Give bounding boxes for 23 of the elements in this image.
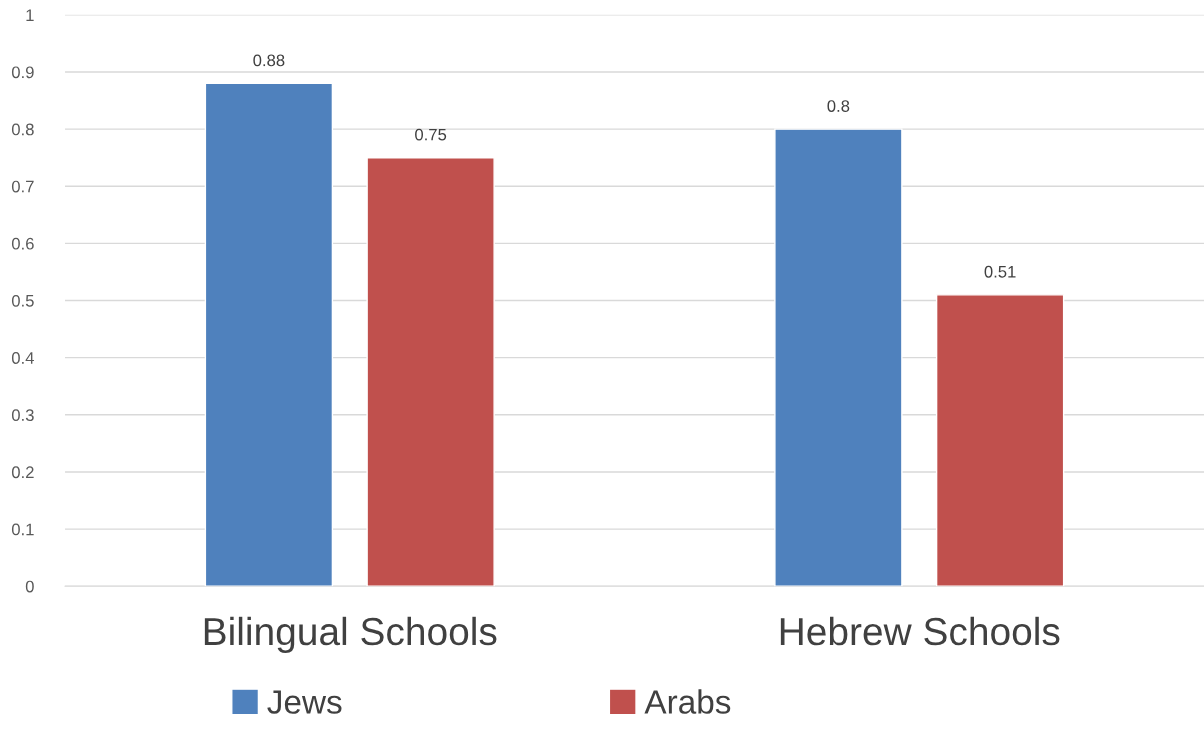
legend-label: Jews <box>267 690 342 714</box>
data-label: 0.75 <box>415 128 447 141</box>
y-tick-label: 0.8 <box>11 123 34 136</box>
y-tick-label: 0.6 <box>11 237 34 250</box>
bar <box>204 82 334 587</box>
data-label: 0.88 <box>253 54 285 67</box>
data-label: 0.51 <box>984 265 1016 278</box>
legend-label: Arabs <box>644 689 731 714</box>
bar <box>774 128 903 587</box>
y-tick-label: 0.9 <box>11 66 34 79</box>
x-tick-label: Bilingual Schools <box>204 616 497 654</box>
y-tick-label: 0.1 <box>11 523 34 536</box>
x-tick-label: Hebrew Schools <box>780 616 1060 646</box>
data-label: 0.8 <box>827 100 850 112</box>
bar <box>935 294 1065 587</box>
y-tick-label: 0.4 <box>11 352 34 364</box>
y-tick-label: 1 <box>26 9 34 21</box>
y-tick-label: 0.3 <box>11 409 34 422</box>
bar <box>366 157 495 587</box>
y-tick-label: 0.2 <box>11 466 34 479</box>
y-tick-label: 0.7 <box>11 180 34 193</box>
y-tick-label: 0.5 <box>11 294 34 307</box>
y-tick-label: 0 <box>25 580 34 593</box>
